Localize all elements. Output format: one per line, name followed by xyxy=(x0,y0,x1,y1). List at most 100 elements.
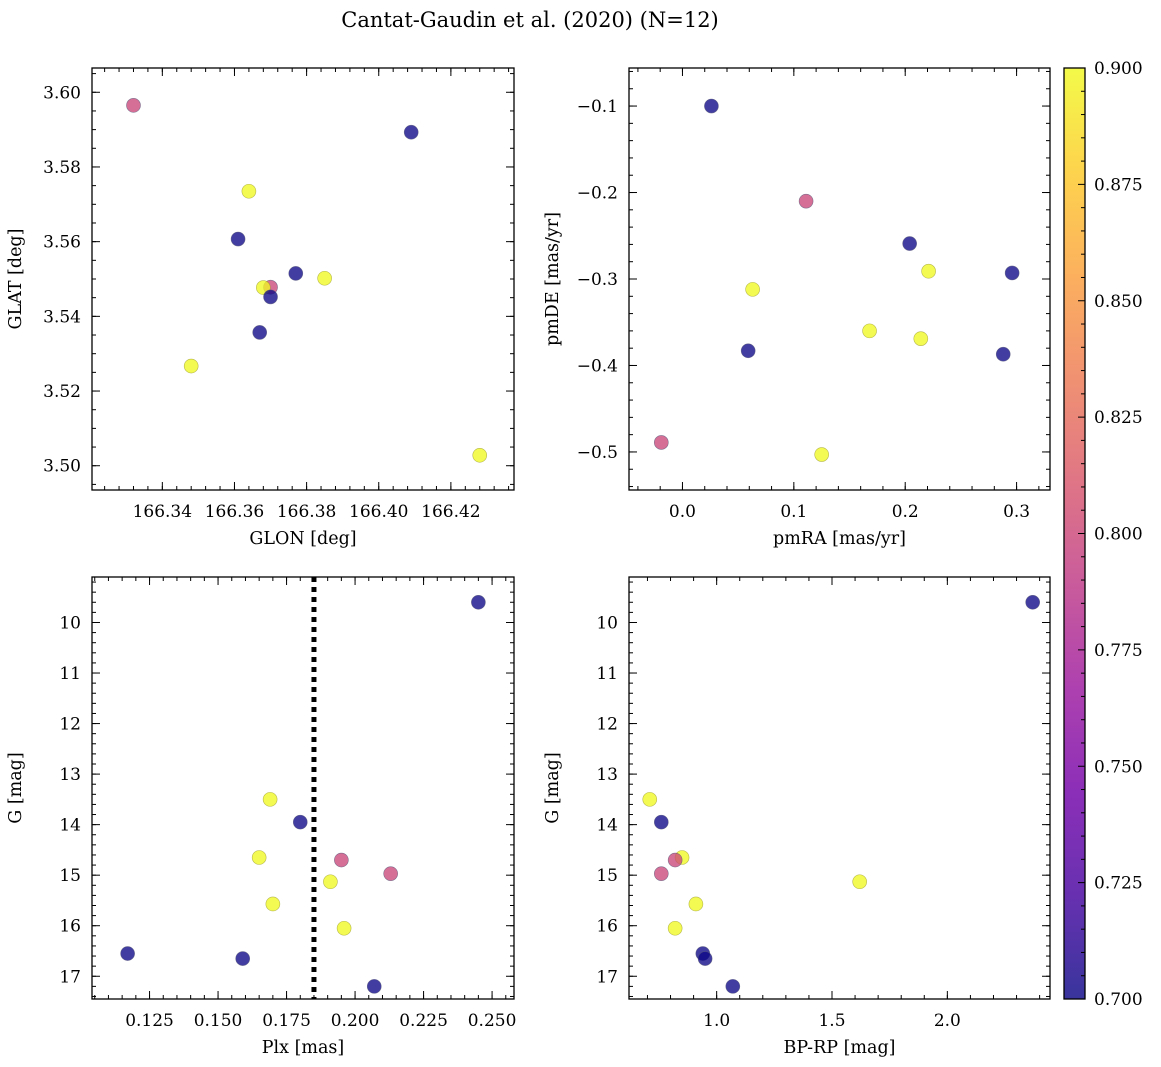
cmd-ytick-label: 15 xyxy=(596,866,618,886)
pm-xlabel: pmRA [mas/yr] xyxy=(773,529,906,549)
plx-ytick-label: 11 xyxy=(59,664,81,684)
colorbar-tick-label: 0.900 xyxy=(1094,59,1143,79)
colorbar-tick-label: 0.800 xyxy=(1094,525,1143,545)
plx-ytick-label: 14 xyxy=(59,816,81,836)
pm-xtick-label: 0.2 xyxy=(892,502,919,522)
pm-ylabel: pmDE [mas/yr] xyxy=(543,212,563,346)
cmd-axes-frame xyxy=(628,576,1051,1000)
cmd-ytick-label: 16 xyxy=(596,917,618,937)
plx-scatter-point xyxy=(383,866,398,881)
colorbar-tick-label: 0.825 xyxy=(1094,408,1143,428)
sky-scatter-point xyxy=(263,289,278,305)
sky-ytick-label: 3.56 xyxy=(43,233,81,253)
cmd-scatter-point xyxy=(653,866,669,881)
sky-ytick-label: 3.60 xyxy=(43,83,81,103)
pm-scatter-point xyxy=(740,343,756,359)
panel-plx: 0.125 0.150 0.175 0.200 0.225 0.250 10 11 12 13 14… xyxy=(6,576,517,1058)
colorbar-tick-label: 0.725 xyxy=(1094,874,1143,894)
cmd-xtick-label: 2.0 xyxy=(934,1011,961,1031)
sky-xtick-label: 166.36 xyxy=(205,502,264,522)
pm-scatter-point xyxy=(745,282,760,297)
colorbar: 0.700 0.725 0.750 0.775 0.800 0.825 0.850 0.875… xyxy=(1063,59,1143,1010)
cmd-scatter-point xyxy=(667,920,683,936)
cmd-ytick-label: 11 xyxy=(596,664,618,684)
plx-scatter-point xyxy=(471,594,486,610)
sky-ytick-label: 3.50 xyxy=(43,457,81,477)
cmd-xtick-label: 1.0 xyxy=(703,1011,730,1031)
plx-scatter-point xyxy=(323,874,338,890)
plx-scatter-point xyxy=(251,850,267,865)
plx-axes-frame xyxy=(91,576,515,1000)
sky-scatter-point xyxy=(472,447,488,463)
pm-ytick-label: −0.4 xyxy=(577,356,618,376)
sky-ytick-label: 3.52 xyxy=(43,382,81,402)
colorbar-tick-label: 0.750 xyxy=(1094,757,1143,777)
colorbar-tick-label: 0.875 xyxy=(1094,175,1143,195)
cmd-scatter-point xyxy=(725,979,741,994)
sky-xtick-label: 166.42 xyxy=(421,502,480,522)
sky-ylabel: GLAT [deg] xyxy=(6,229,26,330)
plx-ytick-label: 17 xyxy=(59,967,81,987)
plx-scatter-point xyxy=(366,979,382,994)
cmd-xlabel: BP-RP [mag] xyxy=(784,1038,896,1058)
pm-scatter-point xyxy=(902,236,917,251)
plx-scatter-point xyxy=(334,852,349,868)
plx-xtick-label: 0.175 xyxy=(262,1011,311,1031)
plx-ytick-label: 16 xyxy=(59,917,81,937)
plx-scatter-point xyxy=(265,896,281,912)
pm-scatter-point xyxy=(653,435,669,450)
plx-xtick-label: 0.225 xyxy=(399,1011,448,1031)
sky-scatter-point xyxy=(183,358,199,374)
sky-xlabel: GLON [deg] xyxy=(249,529,356,549)
cmd-scatter-point xyxy=(653,814,669,830)
pm-scatter-point xyxy=(995,346,1011,362)
pm-ytick-label: −0.3 xyxy=(577,270,618,290)
plx-scatter-point xyxy=(262,792,278,807)
sky-xtick-label: 166.38 xyxy=(277,502,336,522)
sky-axes-frame xyxy=(91,67,515,491)
pm-xtick-label: 0.0 xyxy=(669,502,696,522)
plx-xtick-label: 0.250 xyxy=(468,1011,517,1031)
plx-xlabel: Plx [mas] xyxy=(262,1038,344,1058)
plx-scatter-point xyxy=(292,814,308,830)
colorbar-tick-label: 0.775 xyxy=(1094,641,1143,661)
plx-scatter-point xyxy=(120,946,135,961)
cmd-scatter-point xyxy=(667,852,683,868)
sky-xtick-label: 166.34 xyxy=(133,502,192,522)
cmd-ytick-label: 10 xyxy=(596,613,618,633)
plx-xtick-label: 0.150 xyxy=(194,1011,243,1031)
pm-scatter-point xyxy=(1004,265,1020,281)
plx-ytick-label: 15 xyxy=(59,866,81,886)
cmd-scatter-point xyxy=(1025,594,1040,610)
pm-xtick-label: 0.3 xyxy=(1003,502,1030,522)
sky-xtick-label: 166.40 xyxy=(349,502,408,522)
plx-scatter-point xyxy=(235,951,251,966)
cmd-ytick-label: 14 xyxy=(596,816,618,836)
pm-xtick-label: 0.1 xyxy=(780,502,807,522)
colorbar-tick-label: 0.850 xyxy=(1094,292,1143,312)
sky-ytick-label: 3.54 xyxy=(43,307,81,327)
plx-ytick-label: 10 xyxy=(59,613,81,633)
pm-scatter-point xyxy=(814,447,829,462)
plx-ytick-label: 13 xyxy=(59,765,81,785)
colorbar-frame xyxy=(1063,67,1086,1000)
sky-scatter-point xyxy=(126,98,141,113)
sky-scatter-point xyxy=(252,325,268,340)
pm-scatter-point xyxy=(913,331,929,346)
pm-ytick-label: −0.1 xyxy=(577,97,618,117)
pm-ytick-label: −0.5 xyxy=(577,443,618,463)
cmd-scatter-point xyxy=(852,874,867,890)
panel-cmd: 1.0 1.5 2.0 10 11 12 13 14 15 16 17 BP-RP [mag] G … xyxy=(543,576,1051,1058)
cmd-scatter-point xyxy=(642,792,658,807)
pm-scatter-point xyxy=(704,98,719,114)
plx-ylabel: G [mag] xyxy=(6,752,26,823)
pm-scatter-point xyxy=(862,323,877,339)
sky-ytick-label: 3.58 xyxy=(43,158,81,178)
pm-ytick-label: −0.2 xyxy=(577,184,618,204)
plx-ytick-label: 12 xyxy=(59,715,81,735)
cmd-ylabel: G [mag] xyxy=(543,752,563,823)
plx-xtick-label: 0.125 xyxy=(125,1011,174,1031)
cmd-ytick-label: 12 xyxy=(596,715,618,735)
panel-pm: 0.0 0.1 0.2 0.3 −0.1 −0.2 −0.3 −0.4 −0.5 pmRA [m… xyxy=(543,67,1051,549)
